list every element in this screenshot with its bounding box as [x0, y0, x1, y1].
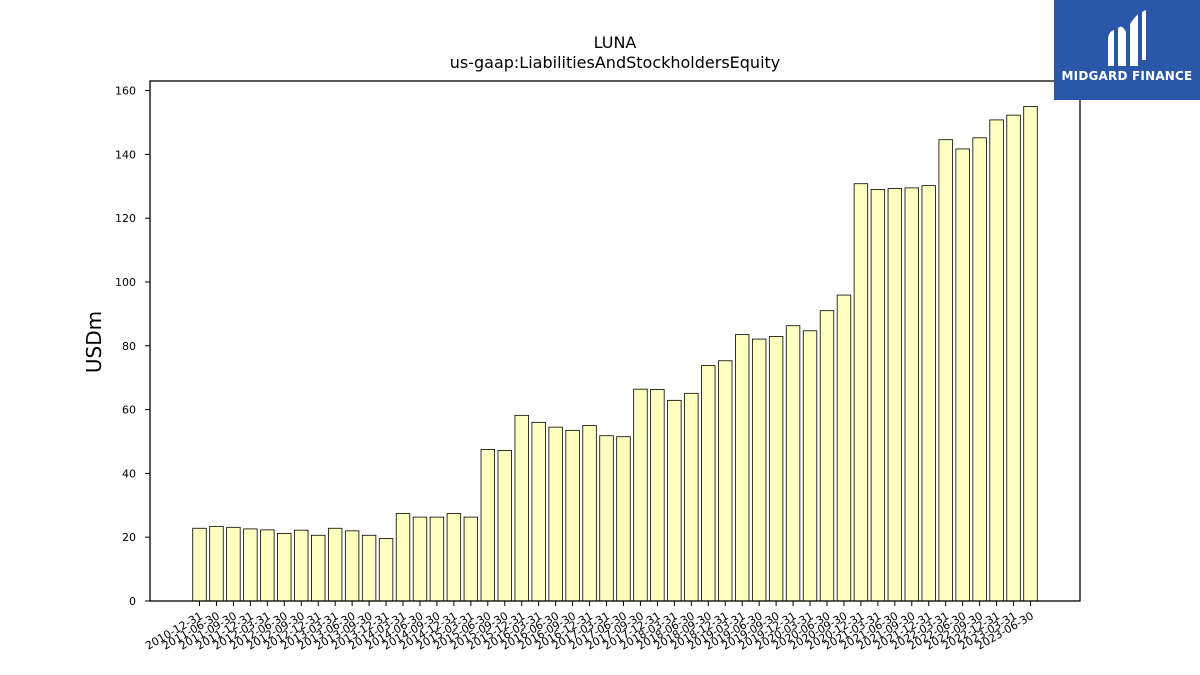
y-axis-label: USDm — [82, 311, 106, 373]
y-tick-label: 60 — [122, 404, 136, 417]
bar-2018-06-30 — [684, 392, 699, 602]
bar-2016-06-30 — [548, 426, 563, 602]
bar-2023-03-31 — [1006, 114, 1021, 602]
bar-2018-03-31 — [667, 399, 682, 602]
bar-2019-09-30 — [768, 336, 784, 602]
bar-2012-09-30 — [294, 529, 309, 602]
bar-2018-09-30 — [701, 365, 716, 602]
y-axis-ticks: 0 20 40 60 80 100 120 140 160 — [115, 85, 150, 608]
logo-text: MIDGARD FINANCE — [1061, 69, 1193, 83]
bar-2015-03-31 — [463, 516, 479, 602]
bar-2020-12-31 — [853, 183, 869, 602]
y-tick-label: 160 — [115, 85, 136, 98]
bar-2020-09-30 — [836, 294, 852, 602]
bar-2016-12-31 — [582, 425, 597, 602]
bar-2016-03-31 — [531, 421, 546, 602]
bar-2012-12-31 — [311, 534, 326, 602]
bar-2023-06-30 — [1023, 106, 1038, 602]
bar-2016-09-30 — [565, 429, 580, 602]
chart-title: LUNA — [594, 33, 637, 52]
bar-2021-06-30 — [887, 188, 903, 602]
bar-2019-12-31 — [785, 325, 801, 602]
bar-2014-06-30 — [412, 516, 428, 602]
bar-2011-12-31 — [243, 528, 258, 602]
y-tick-label: 80 — [122, 340, 136, 353]
bar-2012-06-30 — [277, 532, 292, 602]
bar-2019-06-30 — [751, 338, 767, 602]
y-tick-label: 140 — [115, 148, 136, 161]
y-tick-label: 100 — [115, 276, 136, 289]
bar-2012-03-31 — [260, 529, 275, 602]
y-tick-label: 0 — [129, 595, 136, 608]
bar-2013-03-31 — [327, 527, 343, 602]
bar-2017-03-31 — [599, 435, 614, 602]
bar-2013-06-30 — [344, 530, 360, 602]
bar-2021-09-30 — [904, 187, 919, 602]
y-tick-label: 40 — [122, 467, 136, 480]
bar-2011-09-30 — [226, 526, 241, 602]
midgard-finance-logo: MIDGARD FINANCE — [1054, 0, 1200, 100]
bar-2020-06-30 — [819, 310, 835, 602]
chart-subtitle: us-gaap:LiabilitiesAndStockholdersEquity — [450, 53, 781, 72]
bar-2020-03-31 — [802, 330, 818, 602]
bar-2019-03-31 — [735, 334, 750, 602]
bar-2022-03-31 — [938, 139, 953, 602]
bar-2010-12-31 — [192, 527, 207, 602]
y-tick-label: 120 — [115, 212, 136, 225]
bar-2014-09-30 — [429, 516, 445, 602]
bar-2022-06-30 — [955, 148, 970, 602]
bar-2017-06-30 — [616, 436, 631, 602]
x-axis-ticks: 2010-12-312011-06-302011-09-302011-12-31… — [143, 601, 1036, 653]
plot-frame — [149, 80, 1081, 602]
bar-2014-03-31 — [395, 513, 411, 602]
bar-2017-12-31 — [650, 389, 665, 602]
bar-2022-12-31 — [989, 119, 1004, 602]
bar-2013-12-31 — [378, 538, 394, 602]
bar-2017-09-30 — [633, 388, 648, 602]
bar-2015-09-30 — [497, 450, 512, 602]
bar-2015-06-30 — [480, 449, 495, 602]
bar-2013-09-30 — [361, 534, 377, 602]
y-tick-label: 20 — [122, 531, 136, 544]
logo-mark-icon — [1108, 10, 1146, 67]
bar-2021-03-31 — [870, 189, 886, 602]
bar-2018-12-31 — [718, 360, 733, 602]
bar-2021-12-31 — [921, 185, 936, 602]
bar-2014-12-31 — [446, 513, 462, 602]
bar-2011-06-30 — [209, 525, 224, 602]
bars-group — [192, 106, 1038, 602]
bar-2015-12-31 — [514, 414, 529, 602]
bar-2022-09-30 — [972, 137, 987, 602]
